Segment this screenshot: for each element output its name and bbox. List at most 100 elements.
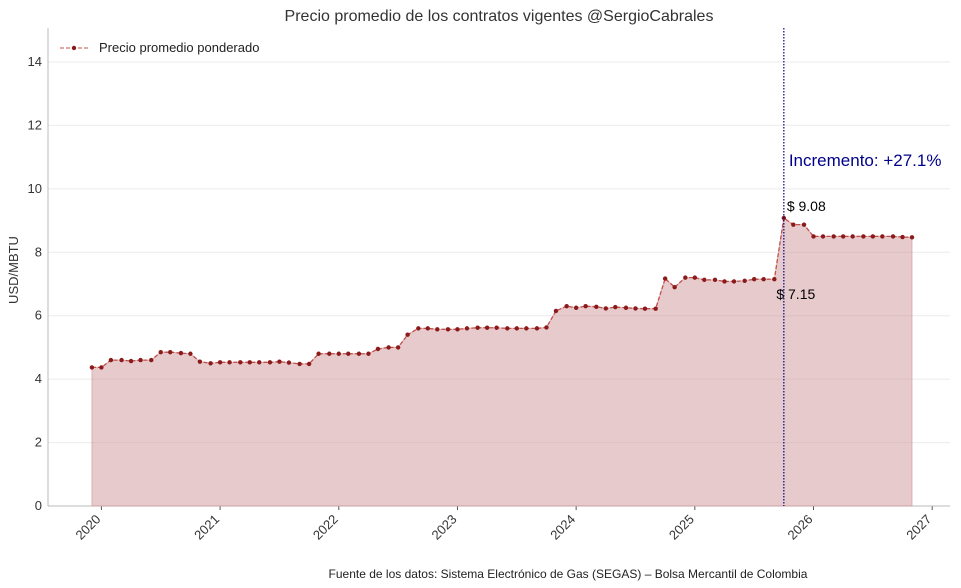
y-axis-label: USD/MBTU	[6, 236, 21, 304]
point	[494, 325, 499, 330]
footnote: Fuente de los datos: Sistema Electrónico…	[329, 567, 808, 581]
point	[475, 325, 480, 330]
point	[524, 326, 529, 331]
point	[722, 279, 727, 284]
point	[99, 365, 104, 370]
point	[880, 234, 885, 239]
value-label: $ 7.15	[776, 286, 815, 302]
point	[445, 327, 451, 332]
point	[306, 361, 312, 367]
x-tick-label: 2021	[191, 512, 222, 543]
point	[712, 277, 718, 283]
legend-label: Precio promedio ponderado	[99, 40, 259, 55]
point	[534, 326, 540, 331]
point	[435, 327, 440, 332]
point	[564, 303, 569, 309]
x-tick-label: 2026	[785, 512, 816, 543]
point	[366, 351, 371, 356]
point	[217, 360, 223, 365]
point	[909, 235, 915, 240]
point	[405, 332, 410, 337]
point	[642, 306, 648, 311]
point	[751, 277, 757, 282]
point	[820, 234, 826, 239]
point	[386, 345, 391, 350]
point	[692, 275, 698, 280]
point	[395, 345, 401, 350]
point	[801, 222, 807, 227]
point	[375, 346, 381, 352]
point	[286, 360, 292, 365]
point	[257, 360, 262, 365]
point	[327, 351, 332, 356]
y-tick-label: 14	[28, 54, 42, 69]
point	[623, 305, 629, 310]
point	[772, 277, 777, 282]
point	[594, 304, 599, 310]
point	[119, 357, 124, 363]
point	[890, 234, 896, 239]
point	[455, 327, 460, 332]
x-tick-label: 2020	[72, 512, 103, 543]
point	[188, 351, 193, 356]
annotation: Incremento: +27.1%	[789, 151, 942, 170]
y-tick-label: 4	[35, 371, 42, 386]
point	[672, 284, 677, 290]
point	[484, 325, 490, 330]
y-tick-label: 2	[35, 435, 42, 450]
point	[267, 360, 273, 365]
point	[544, 325, 549, 330]
point	[464, 326, 470, 331]
point	[346, 351, 351, 356]
point	[683, 275, 688, 280]
point	[197, 359, 203, 364]
point	[416, 326, 421, 331]
point	[425, 326, 430, 331]
point	[742, 278, 747, 283]
point	[158, 349, 163, 355]
y-tick-label: 6	[35, 308, 42, 323]
point	[662, 276, 668, 281]
point	[168, 349, 173, 355]
y-tick-label: 12	[28, 117, 42, 132]
y-tick-label: 8	[35, 244, 42, 259]
point	[247, 360, 252, 365]
point	[653, 306, 658, 311]
x-tick-label: 2027	[903, 512, 934, 543]
point	[238, 360, 243, 365]
point	[138, 357, 143, 363]
point	[861, 234, 866, 239]
point	[900, 234, 905, 240]
point	[702, 277, 707, 283]
point	[583, 303, 588, 309]
point	[277, 359, 282, 364]
point	[108, 357, 114, 363]
point	[613, 304, 618, 310]
point	[870, 234, 876, 239]
point	[603, 306, 609, 311]
point	[208, 361, 213, 366]
point	[89, 365, 95, 370]
x-tick-label: 2023	[429, 512, 460, 543]
point	[831, 234, 836, 239]
y-tick-label: 0	[35, 498, 42, 513]
point	[573, 305, 579, 310]
point	[553, 308, 559, 314]
point	[761, 277, 766, 282]
point	[633, 306, 638, 311]
point	[731, 279, 737, 284]
y-tick-label: 10	[28, 181, 42, 196]
value-label: $ 9.08	[787, 198, 826, 214]
point	[811, 234, 816, 239]
point	[297, 361, 302, 367]
area	[91, 217, 913, 507]
point	[178, 350, 184, 356]
point	[840, 234, 846, 239]
point	[850, 234, 855, 239]
x-tick-label: 2024	[547, 512, 578, 543]
legend-marker	[71, 45, 77, 51]
point	[356, 351, 362, 356]
point	[791, 222, 796, 227]
